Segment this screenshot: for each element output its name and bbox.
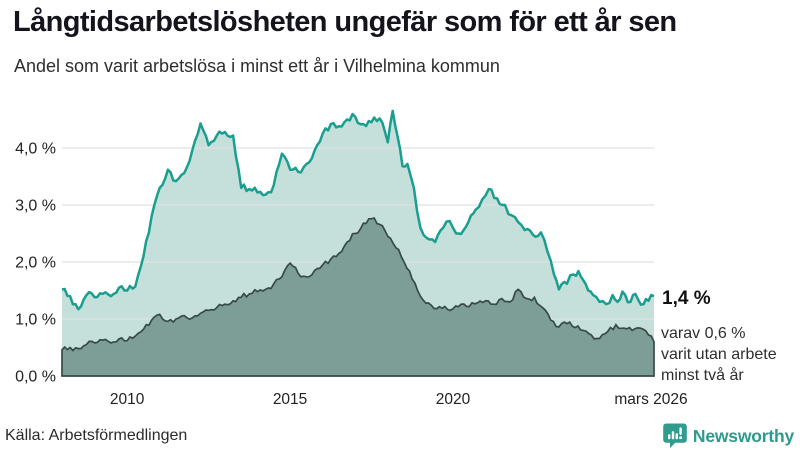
- newsworthy-icon: [663, 423, 687, 448]
- end-value-label: 1,4 %: [662, 288, 711, 309]
- series-line-min-one-year: [61, 109, 655, 311]
- chart-subtitle: Andel som varit arbetslösa i minst ett å…: [14, 56, 500, 76]
- y-tick-label: 2,0 %: [15, 255, 56, 272]
- y-tick-label: 4,0 %: [15, 141, 56, 158]
- area-chart: 0,0 % 1,0 % 2,0 % 3,0 % 4,0 % 2010 2015 2020 ma…: [0, 88, 800, 418]
- brand-name: Newsworthy: [692, 425, 794, 446]
- series-area-min-two-years: [61, 217, 655, 377]
- chart-canvas: 0,0 % 1,0 % 2,0 % 3,0 % 4,0 % 2010 2015 2020 ma…: [15, 109, 777, 408]
- page-title: Långtidsarbetslösheten ungefär som för e…: [13, 6, 677, 38]
- x-tick-label: 2020: [436, 391, 471, 408]
- annotation-note-line: minst två år: [661, 366, 744, 384]
- annotation-note-line: varav 0,6 %: [661, 325, 745, 342]
- y-tick-label: 1,0 %: [15, 312, 56, 329]
- x-tick-label: 2010: [110, 391, 145, 408]
- x-axis-labels: 2010 2015 2020 mars 2026: [110, 391, 688, 408]
- y-tick-label: 0,0 %: [15, 369, 56, 386]
- source-credit: Källa: Arbetsförmedlingen: [5, 427, 188, 444]
- x-tick-label: mars 2026: [614, 391, 687, 408]
- y-axis-labels: 0,0 % 1,0 % 2,0 % 3,0 % 4,0 %: [15, 141, 56, 386]
- y-tick-label: 3,0 %: [15, 198, 56, 215]
- annotation-note-line: varit utan arbete: [661, 346, 777, 363]
- x-tick-label: 2015: [273, 391, 307, 408]
- brand-logo: Newsworthy: [663, 423, 794, 449]
